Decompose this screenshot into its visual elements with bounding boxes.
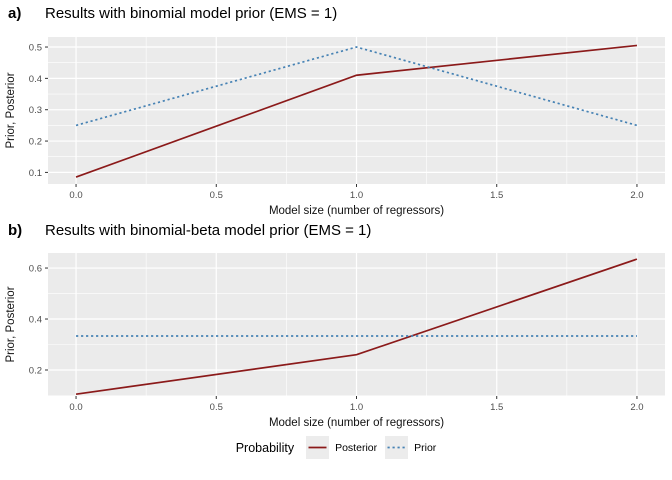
- x-tick-label: 2.0: [630, 402, 643, 413]
- x-tick-label: 0.0: [69, 402, 82, 413]
- y-tick-label: 0.6: [29, 264, 42, 275]
- x-tick-label: 1.5: [490, 402, 503, 413]
- legend-label-prior: Prior: [414, 441, 437, 454]
- panel-b-title-text: Results with binomial-beta model prior (…: [45, 222, 372, 239]
- legend-key-prior-icon: [385, 436, 409, 459]
- panel-a-chart: 0.0 0.5 1.0 1.5 2.0 0.1 0.2 0.3 0.4 0.5 Model size…: [5, 37, 665, 217]
- series-posterior-line: [75, 44, 638, 178]
- y-tick-label: 0.3: [29, 105, 42, 116]
- panel-b-title: b) Results with binomial-beta model prio…: [0, 217, 672, 248]
- x-tick-label: 1.5: [490, 190, 503, 201]
- y-tick-label: 0.4: [29, 315, 42, 326]
- y-tick-label: 0.2: [29, 137, 42, 148]
- series-posterior-line: [75, 258, 638, 396]
- x-tick-label: 0.5: [210, 190, 223, 201]
- panel-b-chart: 0.0 0.5 1.0 1.5 2.0 0.2 0.4 0.6 Model size (numb…: [5, 253, 665, 429]
- panel-a-title-text: Results with binomial model prior (EMS =…: [45, 5, 338, 22]
- y-tick-label: 0.5: [29, 43, 42, 54]
- legend-key-bg: [385, 436, 409, 459]
- legend: Probability Posterior Prior: [0, 436, 672, 459]
- legend-title: Probability: [235, 440, 295, 455]
- legend-key-posterior-icon: [306, 436, 330, 459]
- panel-a-tag: a): [8, 5, 22, 22]
- x-axis-title: Model size (number of regressors): [269, 417, 444, 429]
- y-tick-label: 0.2: [29, 366, 42, 377]
- y-tick-label: 0.1: [29, 168, 42, 179]
- legend-label-posterior: Posterior: [335, 441, 378, 454]
- legend-item-prior: Prior: [385, 436, 436, 459]
- x-tick-label: 1.0: [350, 190, 363, 201]
- legend-item-posterior: Posterior: [306, 436, 377, 459]
- panel-a: a) Results with binomial model prior (EM…: [0, 0, 672, 217]
- x-tick-label: 1.0: [350, 402, 363, 413]
- series-prior-line: [75, 46, 638, 127]
- panel-a-title: a) Results with binomial model prior (EM…: [0, 0, 672, 31]
- x-axis-title: Model size (number of regressors): [269, 205, 444, 217]
- x-tick-label: 0.0: [69, 190, 82, 201]
- panel-b: b) Results with binomial-beta model prio…: [0, 217, 672, 430]
- y-tick-label: 0.4: [29, 74, 42, 85]
- y-axis-title: Prior, Posterior: [5, 286, 17, 362]
- y-axis-title: Prior, Posterior: [5, 72, 17, 148]
- x-tick-label: 2.0: [630, 190, 643, 201]
- panel-b-tag: b): [8, 222, 23, 239]
- x-tick-label: 0.5: [210, 402, 223, 413]
